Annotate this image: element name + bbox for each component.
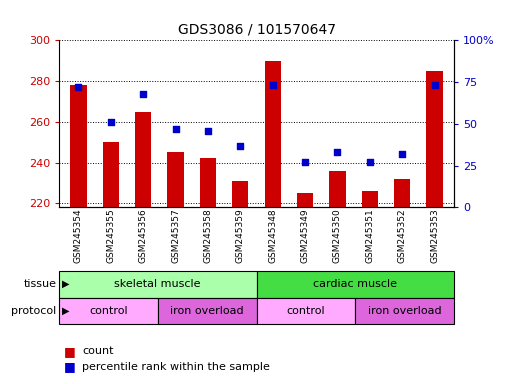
Point bbox=[171, 126, 180, 132]
Bar bbox=[256, 298, 355, 324]
Bar bbox=[355, 298, 454, 324]
Point bbox=[398, 151, 406, 157]
Text: GDS3086 / 101570647: GDS3086 / 101570647 bbox=[177, 23, 336, 36]
Bar bbox=[426, 71, 443, 207]
Point bbox=[430, 82, 439, 88]
Bar bbox=[232, 181, 248, 207]
Bar bbox=[135, 112, 151, 207]
Text: percentile rank within the sample: percentile rank within the sample bbox=[82, 362, 270, 372]
Bar bbox=[394, 179, 410, 207]
Bar bbox=[59, 271, 256, 298]
Bar bbox=[265, 61, 281, 207]
Text: tissue: tissue bbox=[24, 279, 56, 289]
Bar bbox=[103, 142, 119, 207]
Text: iron overload: iron overload bbox=[170, 306, 244, 316]
Text: ■: ■ bbox=[64, 360, 76, 373]
Bar bbox=[167, 152, 184, 207]
Text: ■: ■ bbox=[64, 345, 76, 358]
Point bbox=[269, 82, 277, 88]
Text: ▶: ▶ bbox=[62, 279, 69, 289]
Text: skeletal muscle: skeletal muscle bbox=[114, 279, 201, 289]
Bar bbox=[329, 171, 346, 207]
Bar bbox=[59, 298, 158, 324]
Point bbox=[236, 142, 244, 149]
Point bbox=[107, 119, 115, 125]
Point bbox=[333, 149, 342, 155]
Text: iron overload: iron overload bbox=[368, 306, 442, 316]
Bar bbox=[70, 85, 87, 207]
Point bbox=[204, 127, 212, 134]
Bar bbox=[200, 159, 216, 207]
Bar bbox=[297, 193, 313, 207]
Text: control: control bbox=[89, 306, 128, 316]
Text: protocol: protocol bbox=[11, 306, 56, 316]
Point bbox=[74, 84, 83, 90]
Bar bbox=[158, 298, 256, 324]
Point bbox=[139, 91, 147, 97]
Text: count: count bbox=[82, 346, 113, 356]
Point bbox=[301, 159, 309, 166]
Text: ▶: ▶ bbox=[62, 306, 69, 316]
Point bbox=[366, 159, 374, 166]
Bar bbox=[362, 191, 378, 207]
Bar bbox=[256, 271, 454, 298]
Text: cardiac muscle: cardiac muscle bbox=[313, 279, 397, 289]
Text: control: control bbox=[287, 306, 325, 316]
